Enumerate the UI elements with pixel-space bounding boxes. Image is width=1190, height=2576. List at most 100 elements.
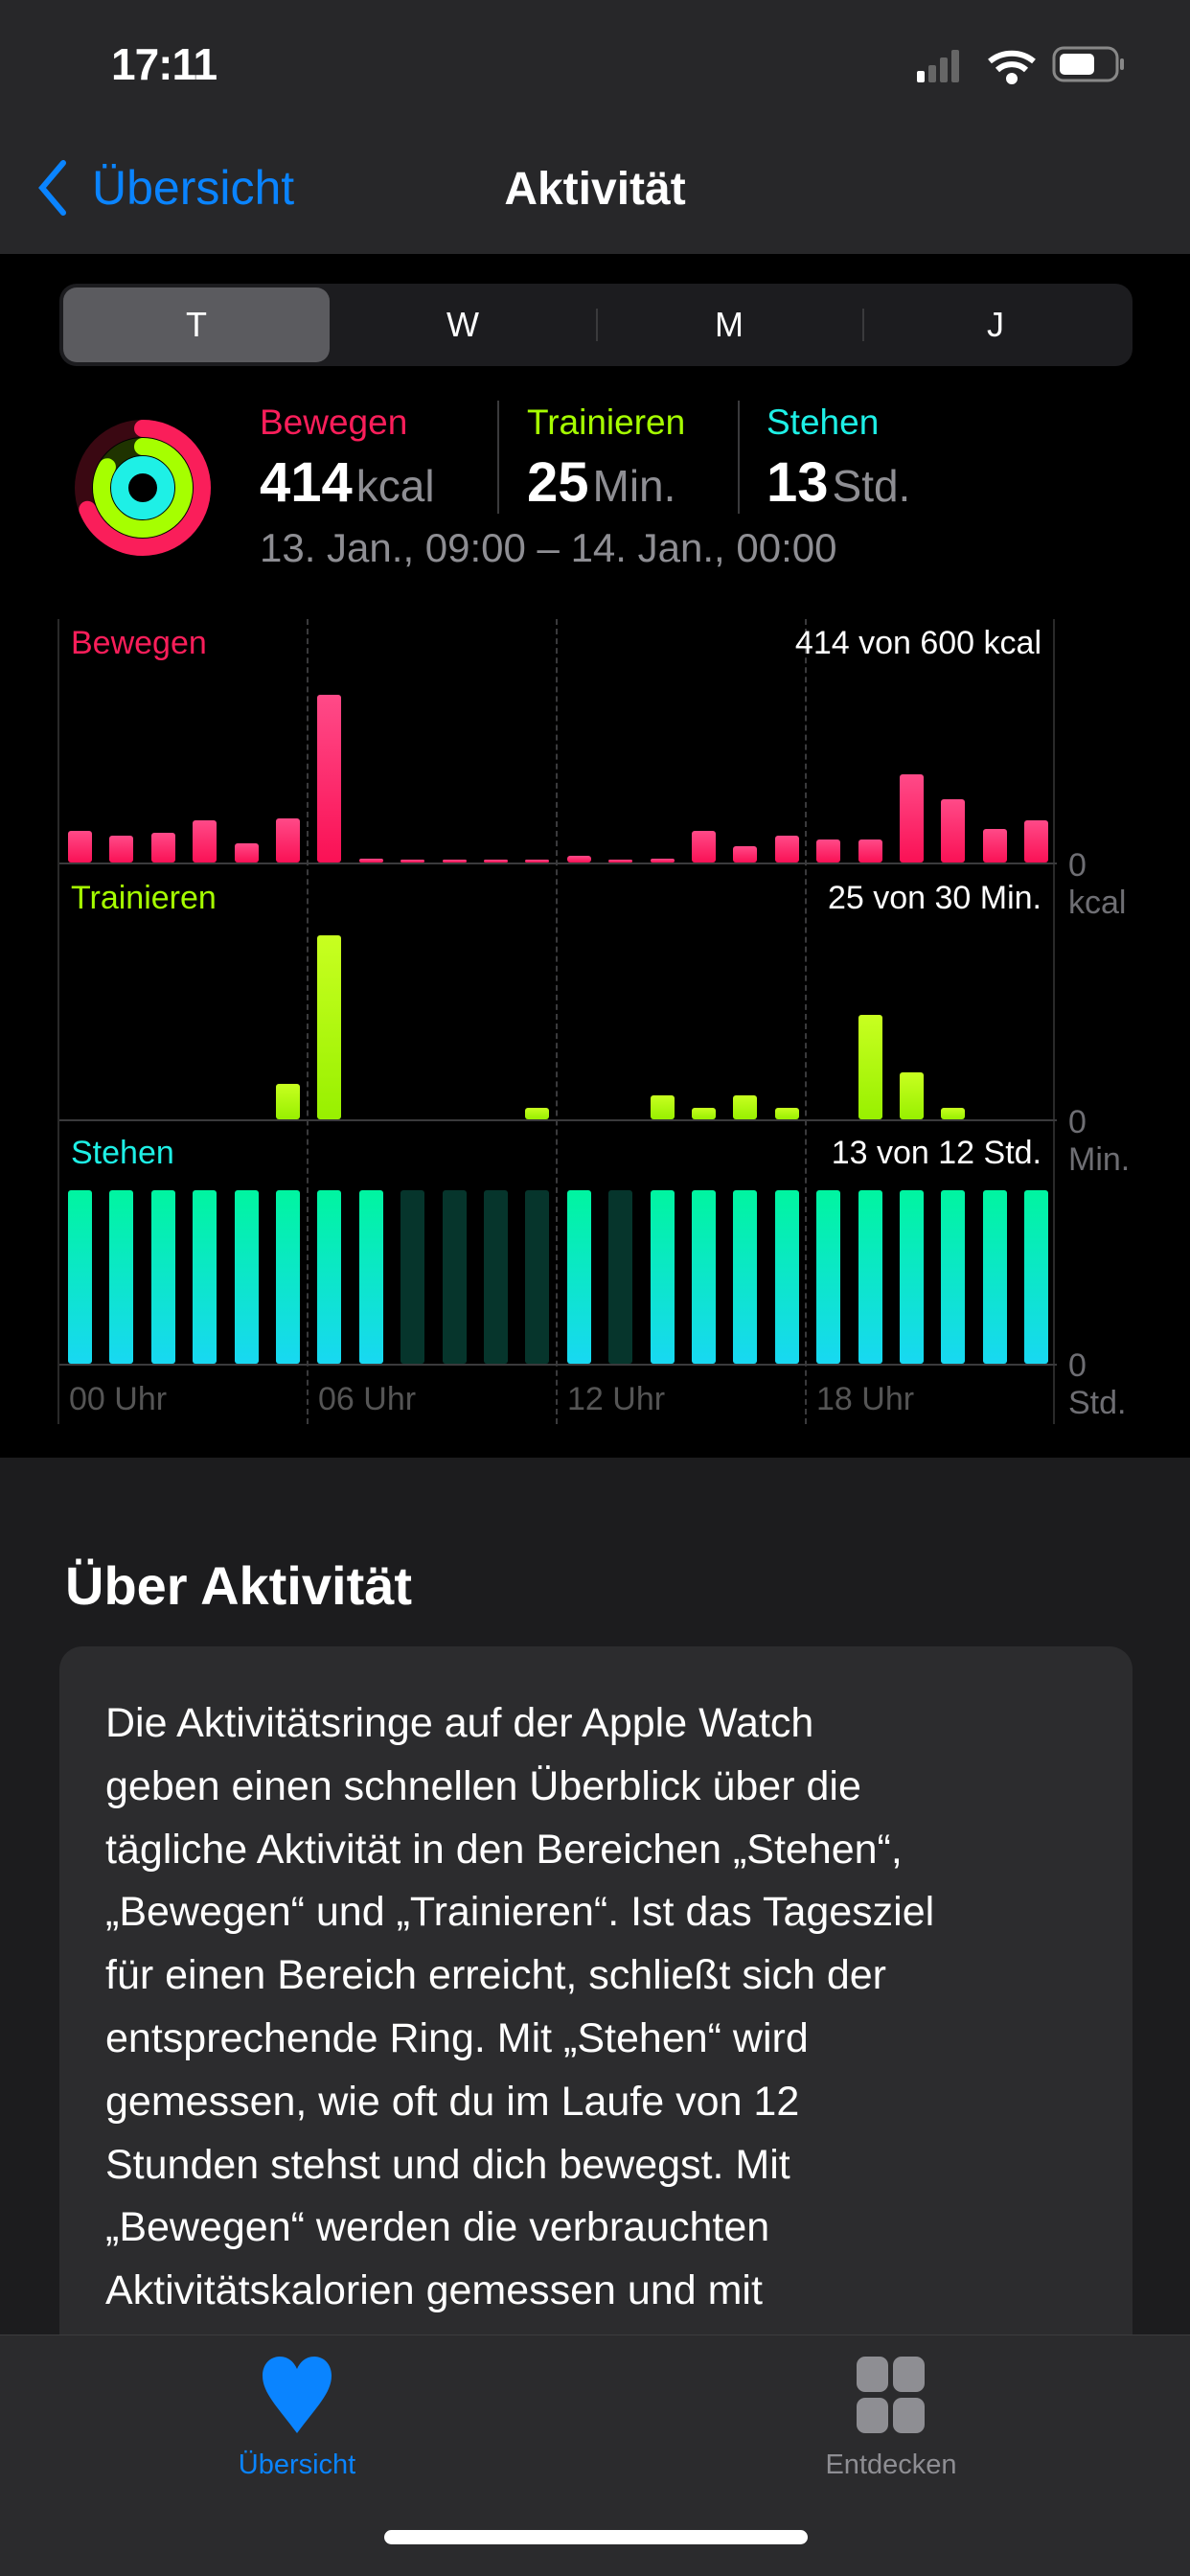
stand-y-zero: 0 Std. xyxy=(1068,1347,1127,1421)
about-text-line: gemessen, wie oft du im Laufe von 12 xyxy=(105,2078,800,2125)
stehen-bar xyxy=(982,1190,1007,1364)
stand-unit: Std. xyxy=(832,461,911,511)
trainieren-bar xyxy=(650,1094,675,1119)
stehen-bar xyxy=(733,1190,758,1364)
about-text-line: für einen Bereich erreicht, schließt sic… xyxy=(105,1952,886,1999)
bewegen-bar xyxy=(150,832,175,862)
bewegen-bar xyxy=(193,819,217,862)
stehen-bar xyxy=(276,1190,300,1364)
about-text-line: entsprechende Ring. Mit „Stehen“ wird xyxy=(105,2014,809,2061)
stehen-bar xyxy=(400,1190,425,1364)
trainieren-bar xyxy=(733,1094,758,1119)
status-time: 17:11 xyxy=(111,39,217,89)
x-tick: 18 Uhr xyxy=(816,1381,915,1417)
stehen-bar xyxy=(608,1190,633,1364)
stehen-bar xyxy=(317,1190,342,1364)
heart-icon xyxy=(263,2357,332,2433)
about-text-line: geben einen schnellen Überblick über die xyxy=(105,1762,861,1809)
trainieren-bar xyxy=(692,1108,716,1119)
move-chart-title: Bewegen xyxy=(71,625,207,661)
segment-month[interactable]: M xyxy=(596,288,862,362)
stehen-bar xyxy=(358,1190,383,1364)
divider xyxy=(497,401,499,514)
bewegen-bar xyxy=(733,846,758,862)
period-segmented-control: T W M J xyxy=(59,284,1133,366)
stehen-bar xyxy=(442,1190,467,1364)
gridline xyxy=(556,619,558,1424)
stehen-bar xyxy=(109,1190,134,1364)
stehen-bar xyxy=(816,1190,841,1364)
about-text-line: „Bewegen“ werden die verbrauchten xyxy=(105,2204,770,2251)
bewegen-bar xyxy=(358,859,383,862)
bewegen-bar xyxy=(442,860,467,862)
stand-chart-goal: 13 von 12 Std. xyxy=(831,1135,1041,1171)
x-tick: 00 Uhr xyxy=(69,1381,168,1417)
tab-overview[interactable]: Übersicht xyxy=(172,2355,422,2481)
activity-rings-icon xyxy=(75,420,211,556)
navigation-bar xyxy=(0,0,1190,254)
bewegen-bar xyxy=(1024,819,1049,862)
bewegen-bar xyxy=(982,828,1007,862)
segment-day[interactable]: T xyxy=(63,288,330,362)
bewegen-bar xyxy=(858,840,882,862)
bewegen-bar xyxy=(234,842,259,862)
bewegen-bar xyxy=(816,840,841,862)
stand-stat: Stehen 13Std. xyxy=(767,402,910,515)
signal-icon xyxy=(917,50,959,82)
divider xyxy=(738,401,740,514)
gridline xyxy=(805,619,807,1424)
about-text-line: „Bewegen“ und „Trainieren“. Ist das Tage… xyxy=(105,1889,935,1936)
stehen-bar xyxy=(900,1190,924,1364)
tab-label: Entdecken xyxy=(825,2450,957,2480)
ring-progress xyxy=(75,420,211,556)
bewegen-bar xyxy=(109,836,134,862)
stehen-bar xyxy=(941,1190,966,1364)
bewegen-bar xyxy=(608,860,633,862)
move-stat: Bewegen 414kcal xyxy=(260,402,435,515)
segment-year[interactable]: J xyxy=(862,288,1129,362)
exercise-label: Trainieren xyxy=(527,402,686,442)
move-label: Bewegen xyxy=(260,402,408,442)
home-indicator xyxy=(384,2530,808,2544)
exercise-stat: Trainieren 25Min. xyxy=(527,402,685,515)
section-title: Über Aktivität xyxy=(65,1555,413,1616)
baseline xyxy=(59,1119,1057,1121)
bewegen-bar xyxy=(525,860,550,862)
stehen-bar xyxy=(193,1190,217,1364)
about-text-line: Die Aktivitätsringe auf der Apple Watch xyxy=(105,1700,814,1746)
baseline xyxy=(59,1364,1057,1366)
bewegen-bar xyxy=(317,694,342,862)
exercise-value: 25 xyxy=(527,451,589,514)
trainieren-bar xyxy=(941,1108,966,1119)
ring-progress xyxy=(111,456,174,519)
about-text-line: tägliche Aktivität in den Bereichen „Ste… xyxy=(105,1826,903,1873)
move-value: 414 xyxy=(260,451,353,514)
trainieren-bar xyxy=(276,1084,300,1119)
trainieren-bar xyxy=(317,934,342,1119)
x-tick: 12 Uhr xyxy=(567,1381,666,1417)
trainieren-bar xyxy=(900,1072,924,1119)
exercise-y-zero: 0 Min. xyxy=(1068,1104,1131,1178)
activity-chart: Bewegen 414 von 600 kcal Trainieren 25 v… xyxy=(57,619,1130,1424)
stehen-bar xyxy=(525,1190,550,1364)
stehen-bar xyxy=(68,1190,92,1364)
bewegen-bar xyxy=(68,830,92,862)
move-chart-goal: 414 von 600 kcal xyxy=(794,625,1041,661)
stehen-bar xyxy=(234,1190,259,1364)
move-y-zero: 0 kcal xyxy=(1068,847,1127,921)
stehen-bar xyxy=(692,1190,716,1364)
segment-week[interactable]: W xyxy=(446,305,479,344)
grid-icon xyxy=(857,2357,925,2433)
baseline xyxy=(59,862,1057,864)
trainieren-bar xyxy=(525,1108,550,1119)
wifi-icon xyxy=(988,50,1036,84)
exercise-chart-goal: 25 von 30 Min. xyxy=(827,880,1041,916)
bewegen-bar xyxy=(900,773,924,862)
gridline xyxy=(307,619,309,1424)
bewegen-bar xyxy=(774,836,799,862)
bewegen-bar xyxy=(276,817,300,862)
ring-progress xyxy=(93,438,193,538)
stehen-bar xyxy=(774,1190,799,1364)
tab-discover[interactable]: Entdecken xyxy=(767,2355,1016,2481)
back-button[interactable]: Übersicht xyxy=(34,159,294,217)
